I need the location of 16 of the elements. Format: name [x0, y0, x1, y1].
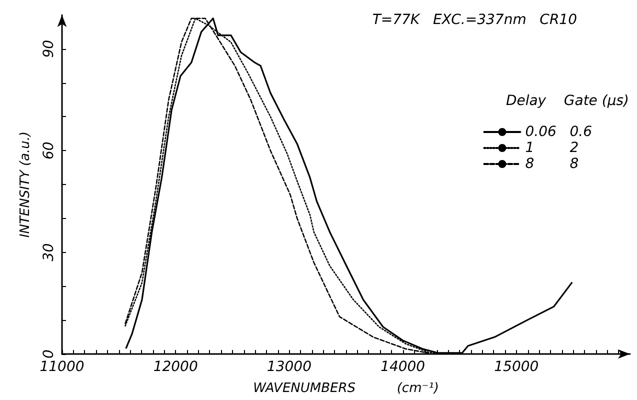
x-tick-label: 11000: [40, 359, 84, 375]
x-tick-label: 13000: [266, 359, 312, 375]
chart-title: T=77K EXC.=337nm CR10: [372, 12, 578, 28]
y-tick-label: 60: [41, 142, 57, 160]
x-tick-label: 15000: [494, 359, 539, 375]
y-tick-label: 0: [41, 349, 57, 358]
legend-label: 0.06 0.6: [525, 124, 592, 140]
y-tick-label: 30: [41, 243, 57, 262]
legend-title: Delay Gate (μs): [506, 93, 630, 109]
x-tick-label: 14000: [380, 359, 426, 375]
y-tick-label: 90: [41, 40, 57, 58]
legend-label: 1 2: [525, 140, 579, 156]
x-axis-title: WAVENUMBERS (cm⁻¹): [253, 381, 439, 396]
legend-label: 8 8: [525, 156, 579, 172]
x-tick-label: 12000: [153, 359, 198, 375]
y-axis-title: INTENSITY (a.u.): [18, 131, 33, 238]
